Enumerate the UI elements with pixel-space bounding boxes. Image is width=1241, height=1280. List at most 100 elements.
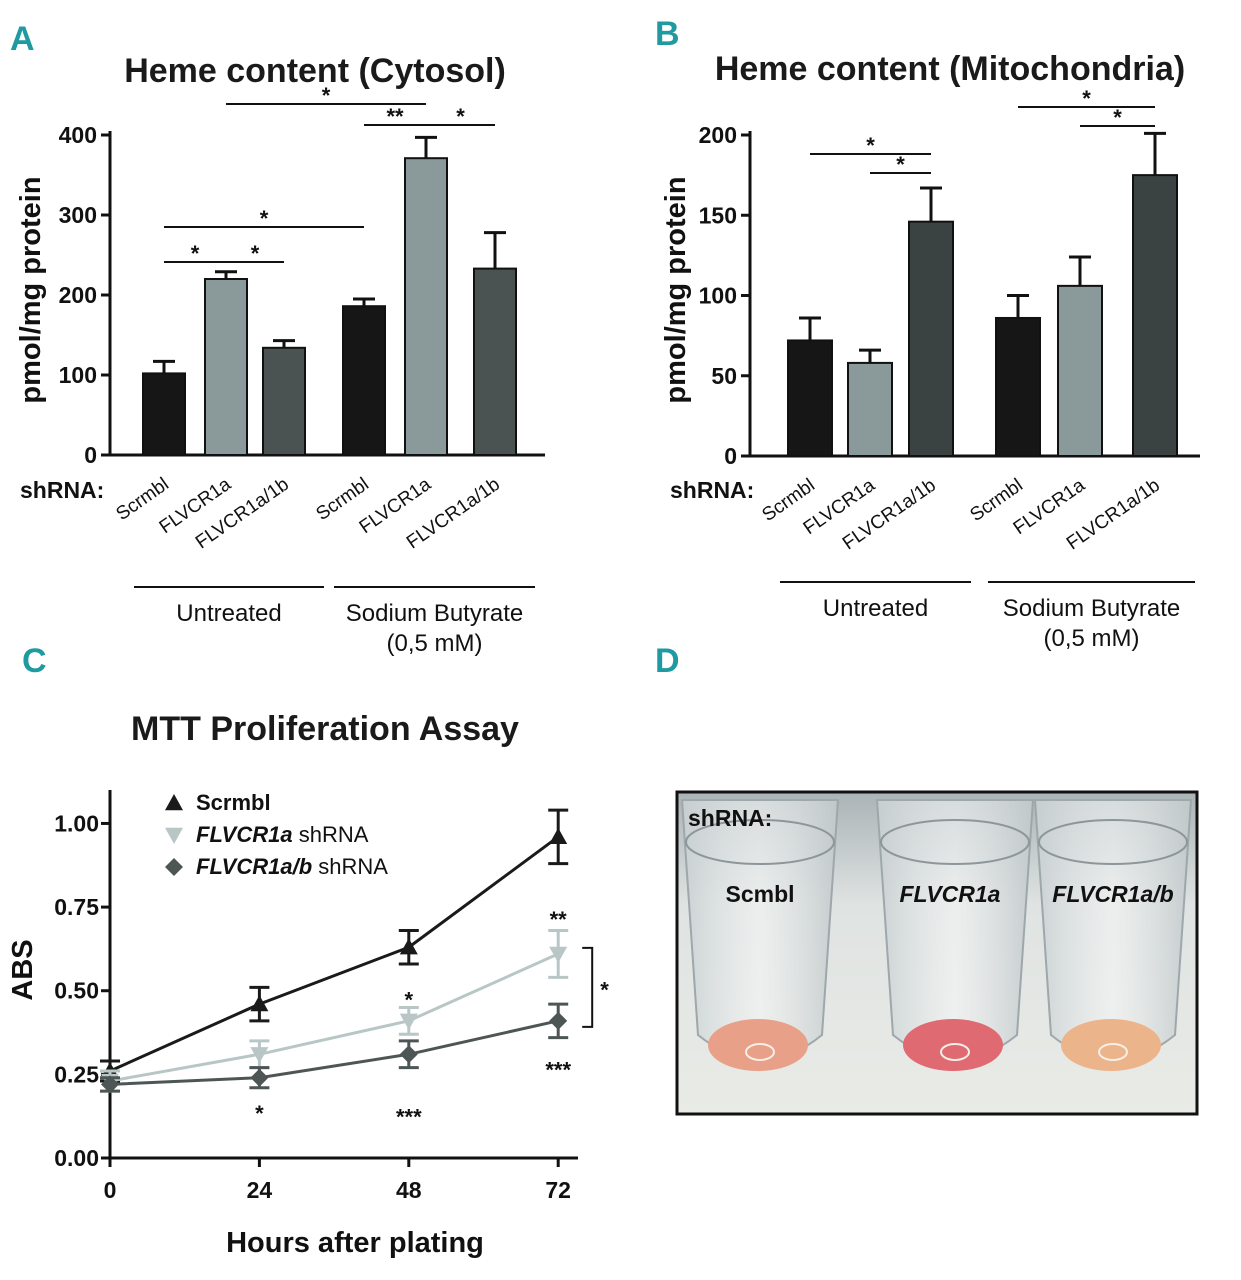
chart-a-title: Heme content (Cytosol) bbox=[124, 52, 506, 90]
chart-a-shrna-label: shRNA: bbox=[20, 477, 104, 503]
chart-b-ytick-label: 200 bbox=[699, 122, 737, 148]
chart-c-legend-entry: FLVCR1a/b shRNA bbox=[196, 854, 388, 879]
chart-a-ytick-label: 200 bbox=[59, 282, 97, 308]
chart-a-sig-label: * bbox=[260, 206, 269, 231]
chart-a-bar bbox=[404, 157, 448, 456]
pellet-highlight bbox=[745, 1043, 775, 1061]
chart-c-point bbox=[250, 995, 269, 1012]
panel-label-d: D bbox=[655, 642, 680, 680]
chart-a-group-label: Untreated bbox=[176, 600, 281, 627]
tube-label-flvcr1a: FLVCR1a bbox=[900, 881, 1001, 907]
chart-a-sig-label: * bbox=[251, 241, 260, 266]
tube-label-scrmbl: Scmbl bbox=[725, 881, 794, 907]
tube-rim bbox=[1038, 819, 1188, 865]
chart-a-ytick-label: 0 bbox=[84, 442, 97, 468]
chart-c-ytick-label: 0.50 bbox=[54, 978, 99, 1004]
chart-b-sig-label: * bbox=[1082, 86, 1091, 111]
tube-label-flvcr1ab: FLVCR1a/b bbox=[1052, 881, 1173, 907]
chart-a-ytick-label: 100 bbox=[59, 362, 97, 388]
chart-c-legend-entry: Scrmbl bbox=[196, 790, 271, 815]
chart-a-bar bbox=[473, 267, 517, 456]
chart-b-ytick-label: 50 bbox=[711, 363, 737, 389]
chart-c-xtick-label: 0 bbox=[104, 1177, 117, 1203]
chart-b-bar bbox=[1132, 174, 1178, 457]
panel-label-b: B bbox=[655, 15, 680, 53]
chart-b-shrna-label: shRNA: bbox=[670, 477, 754, 503]
chart-c-xtick-label: 72 bbox=[545, 1177, 571, 1203]
chart-c-sig-bracket bbox=[582, 946, 594, 1028]
panel-label-c: C bbox=[22, 642, 47, 680]
chart-c-point bbox=[399, 1013, 418, 1030]
chart-a: Heme content (Cytosol) pmol/mg protein s… bbox=[15, 52, 545, 657]
chart-b-title: Heme content (Mitochondria) bbox=[715, 50, 1185, 88]
chart-c-legend-marker bbox=[165, 827, 183, 844]
chart-b-group-label-2: (0,5 mM) bbox=[1044, 625, 1140, 652]
chart-b-ytick-label: 0 bbox=[724, 443, 737, 469]
chart-a-sig-label: * bbox=[456, 104, 465, 129]
chart-c-ytick-label: 0.25 bbox=[54, 1061, 99, 1087]
chart-c-point bbox=[101, 1075, 119, 1094]
chart-b-bar bbox=[995, 316, 1041, 457]
chart-c-ytick-label: 0.75 bbox=[54, 894, 99, 920]
chart-a-ylabel: pmol/mg protein bbox=[15, 176, 47, 403]
chart-a-sig-label: * bbox=[322, 83, 331, 108]
chart-b-group-label: Sodium Butyrate bbox=[1003, 595, 1180, 622]
panel-label-a: A bbox=[10, 20, 35, 58]
chart-c-legend-marker bbox=[165, 858, 183, 876]
chart-c-point bbox=[549, 946, 568, 963]
chart-c-ylabel: ABS bbox=[7, 939, 39, 1000]
tube-photo: shRNA: Scmbl FLVCR1a FLVCR1a/b bbox=[675, 790, 1199, 1116]
chart-a-bar bbox=[342, 305, 386, 457]
chart-c: MTT Proliferation Assay ABS Hours after … bbox=[7, 710, 609, 1259]
chart-c-sig-label: *** bbox=[545, 1058, 571, 1083]
chart-c-sig-label: ** bbox=[550, 907, 568, 932]
chart-c-ytick-label: 0.00 bbox=[54, 1145, 99, 1171]
chart-b-bar bbox=[908, 220, 954, 457]
chart-a-bar bbox=[262, 346, 306, 456]
chart-b-sig-label: * bbox=[896, 152, 905, 177]
chart-c-point bbox=[250, 1047, 269, 1064]
chart-a-sig-label: ** bbox=[386, 104, 404, 129]
chart-b-sig-label: * bbox=[1113, 105, 1122, 130]
chart-b-bar bbox=[1057, 284, 1103, 457]
chart-a-bar bbox=[204, 278, 248, 456]
chart-c-ytick-label: 1.00 bbox=[54, 810, 99, 836]
chart-c-series-line bbox=[109, 1019, 559, 1086]
chart-b-ylabel: pmol/mg protein bbox=[660, 176, 692, 403]
chart-c-series-line bbox=[109, 952, 559, 1083]
photo-shrna-label: shRNA: bbox=[688, 805, 772, 831]
chart-c-sig-label: *** bbox=[396, 1105, 422, 1130]
chart-b-bar bbox=[847, 361, 893, 457]
chart-c-title: MTT Proliferation Assay bbox=[131, 710, 519, 748]
chart-c-point bbox=[399, 938, 418, 955]
chart-c-sig-label: * bbox=[405, 987, 414, 1012]
chart-c-sig-label: * bbox=[255, 1101, 264, 1126]
chart-a-ytick-label: 300 bbox=[59, 202, 97, 228]
chart-c-legend-entry: FLVCR1a shRNA bbox=[196, 822, 369, 847]
chart-b-ytick-label: 100 bbox=[699, 283, 737, 309]
chart-c-xtick-label: 48 bbox=[396, 1177, 422, 1203]
tube-rim bbox=[685, 819, 835, 865]
tube-rim bbox=[880, 819, 1030, 865]
chart-a-bar bbox=[142, 372, 186, 456]
chart-c-xtick-label: 24 bbox=[247, 1177, 273, 1203]
pellet-highlight bbox=[1098, 1043, 1128, 1061]
chart-c-bracket-label: * bbox=[600, 977, 609, 1002]
chart-c-point bbox=[549, 1011, 568, 1030]
chart-c-point bbox=[549, 827, 568, 845]
pellet-highlight bbox=[940, 1043, 970, 1061]
chart-a-ytick-label: 400 bbox=[59, 122, 97, 148]
chart-a-sig-label: * bbox=[191, 241, 200, 266]
chart-b-sig-label: * bbox=[866, 133, 875, 158]
chart-b-group-label: Untreated bbox=[823, 595, 928, 622]
chart-c-legend-marker bbox=[165, 794, 183, 811]
chart-a-group-label: Sodium Butyrate bbox=[346, 600, 523, 627]
chart-a-group-label-2: (0,5 mM) bbox=[387, 630, 483, 657]
chart-b-ytick-label: 150 bbox=[699, 202, 737, 228]
chart-c-point bbox=[250, 1068, 269, 1087]
chart-b-bar bbox=[787, 339, 833, 457]
chart-c-xlabel: Hours after plating bbox=[226, 1227, 484, 1259]
chart-c-point bbox=[399, 1045, 418, 1064]
chart-b: Heme content (Mitochondria) pmol/mg prot… bbox=[660, 50, 1200, 652]
